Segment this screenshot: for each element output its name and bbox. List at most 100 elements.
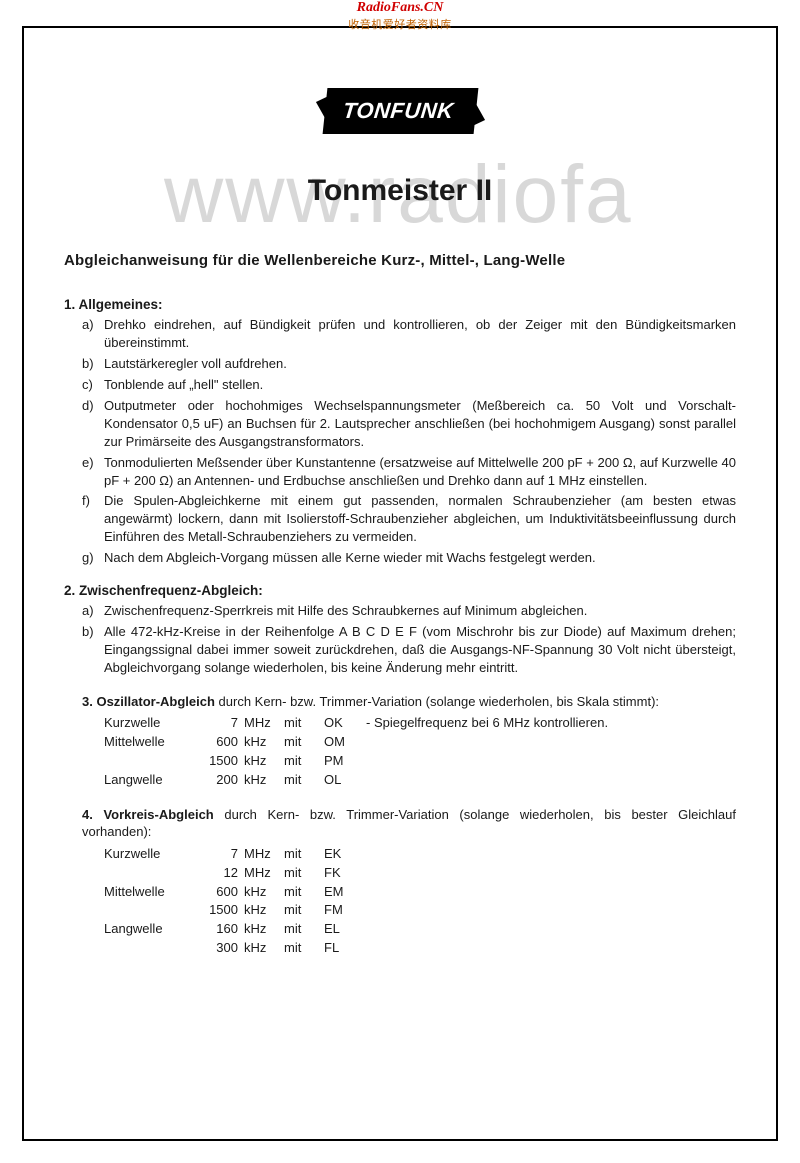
- section-heading: 2. Zwischenfrequenz-Abgleich:: [64, 583, 736, 598]
- list-item: c)Tonblende auf „hell" stellen.: [82, 376, 736, 394]
- list-item: g)Nach dem Abgleich-Vorgang müssen alle …: [82, 549, 736, 567]
- page-frame: www.radiofa TONFUNK Tonmeister II Abglei…: [22, 26, 778, 1141]
- note-cell: [366, 752, 736, 771]
- mit-cell: mit: [284, 845, 324, 864]
- list-item-label: c): [82, 376, 104, 394]
- mit-cell: mit: [284, 733, 324, 752]
- section-allgemeines: 1. Allgemeines: a)Drehko eindrehen, auf …: [64, 297, 736, 567]
- note-cell: [366, 771, 736, 790]
- list-item-label: d): [82, 397, 104, 451]
- table-row: 1500kHzmitFM: [104, 901, 736, 920]
- list-item-text: Nach dem Abgleich-Vorgang müssen alle Ke…: [104, 549, 736, 567]
- table-row: 1500kHzmitPM: [104, 752, 736, 771]
- list-item-label: e): [82, 454, 104, 490]
- list-item-label: g): [82, 549, 104, 567]
- mit-cell: mit: [284, 939, 324, 958]
- freq-cell: 600: [196, 883, 244, 902]
- code-cell: FM: [324, 901, 366, 920]
- table-row: Mittelwelle600kHzmitEM: [104, 883, 736, 902]
- mit-cell: mit: [284, 920, 324, 939]
- table-row: Kurzwelle7MHzmitOK- Spiegelfrequenz bei …: [104, 714, 736, 733]
- section-heading-rest: durch Kern- bzw. Trimmer-Variation (sola…: [215, 694, 659, 709]
- section-vorkreis-abgleich: 4. Vorkreis-Abgleich durch Kern- bzw. Tr…: [64, 806, 736, 958]
- band-cell: Langwelle: [104, 920, 196, 939]
- code-cell: PM: [324, 752, 366, 771]
- list-item: a)Zwischenfrequenz-Sperrkreis mit Hilfe …: [82, 602, 736, 620]
- list-item-label: a): [82, 602, 104, 620]
- freq-cell: 300: [196, 939, 244, 958]
- table-row: Kurzwelle7MHzmitEK: [104, 845, 736, 864]
- site-header: RadioFans.CN 收音机爱好者资料库: [0, 0, 800, 32]
- list-item-text: Lautstärkeregler voll aufdrehen.: [104, 355, 736, 373]
- list-item-text: Tonblende auf „hell" stellen.: [104, 376, 736, 394]
- table-row: Langwelle200kHzmitOL: [104, 771, 736, 790]
- unit-cell: kHz: [244, 883, 284, 902]
- unit-cell: kHz: [244, 752, 284, 771]
- document-title: Tonmeister II: [64, 174, 736, 208]
- unit-cell: MHz: [244, 714, 284, 733]
- mit-cell: mit: [284, 864, 324, 883]
- list-item-label: b): [82, 623, 104, 677]
- code-cell: EK: [324, 845, 366, 864]
- freq-cell: 1500: [196, 901, 244, 920]
- table-row: Mittelwelle600kHzmitOM: [104, 733, 736, 752]
- band-cell: [104, 752, 196, 771]
- freq-cell: 7: [196, 845, 244, 864]
- table-row: Langwelle160kHzmitEL: [104, 920, 736, 939]
- unit-cell: MHz: [244, 845, 284, 864]
- list-item: b)Alle 472-kHz-Kreise in der Reihenfolge…: [82, 623, 736, 677]
- freq-cell: 200: [196, 771, 244, 790]
- code-cell: FK: [324, 864, 366, 883]
- unit-cell: kHz: [244, 733, 284, 752]
- band-cell: Mittelwelle: [104, 733, 196, 752]
- site-name: RadioFans.CN: [0, 0, 800, 16]
- section-oszillator-abgleich: 3. Oszillator-Abgleich durch Kern- bzw. …: [64, 693, 736, 790]
- mit-cell: mit: [284, 752, 324, 771]
- mit-cell: mit: [284, 883, 324, 902]
- list-item-label: a): [82, 316, 104, 352]
- note-cell: - Spiegelfrequenz bei 6 MHz kontrolliere…: [366, 714, 736, 733]
- list-item-text: Zwischenfrequenz-Sperrkreis mit Hilfe de…: [104, 602, 736, 620]
- list-item-text: Die Spulen-Abgleichkerne mit einem gut p…: [104, 492, 736, 546]
- list-item-text: Alle 472-kHz-Kreise in der Reihenfolge A…: [104, 623, 736, 677]
- list-item: a)Drehko eindrehen, auf Bündigkeit prüfe…: [82, 316, 736, 352]
- band-cell: Kurzwelle: [104, 845, 196, 864]
- unit-cell: kHz: [244, 901, 284, 920]
- list-item-text: Outputmeter oder hochohmiges Wechselspan…: [104, 397, 736, 451]
- section-heading: 1. Allgemeines:: [64, 297, 736, 312]
- freq-cell: 7: [196, 714, 244, 733]
- list-item: f)Die Spulen-Abgleichkerne mit einem gut…: [82, 492, 736, 546]
- list-item-text: Tonmodulierten Meßsender über Kunstanten…: [104, 454, 736, 490]
- list-item: b)Lautstärkeregler voll aufdrehen.: [82, 355, 736, 373]
- band-cell: Kurzwelle: [104, 714, 196, 733]
- unit-cell: kHz: [244, 771, 284, 790]
- brand-logo: TONFUNK: [322, 88, 477, 134]
- code-cell: OL: [324, 771, 366, 790]
- freq-cell: 160: [196, 920, 244, 939]
- code-cell: EM: [324, 883, 366, 902]
- unit-cell: kHz: [244, 920, 284, 939]
- freq-cell: 12: [196, 864, 244, 883]
- mit-cell: mit: [284, 901, 324, 920]
- band-cell: [104, 939, 196, 958]
- table-row: 300kHzmitFL: [104, 939, 736, 958]
- list-item: d)Outputmeter oder hochohmiges Wechselsp…: [82, 397, 736, 451]
- document-subtitle: Abgleichanweisung für die Wellenbereiche…: [64, 252, 736, 269]
- list-item-text: Drehko eindrehen, auf Bündigkeit prüfen …: [104, 316, 736, 352]
- freq-cell: 600: [196, 733, 244, 752]
- list-item-label: b): [82, 355, 104, 373]
- site-tagline: 收音机爱好者资料库: [0, 16, 800, 32]
- band-cell: Langwelle: [104, 771, 196, 790]
- unit-cell: MHz: [244, 864, 284, 883]
- section-intro: 4. Vorkreis-Abgleich durch Kern- bzw. Tr…: [82, 806, 736, 841]
- freq-cell: 1500: [196, 752, 244, 771]
- band-cell: [104, 901, 196, 920]
- mit-cell: mit: [284, 771, 324, 790]
- section-zf-abgleich: 2. Zwischenfrequenz-Abgleich: a)Zwischen…: [64, 583, 736, 677]
- list-item: e)Tonmodulierten Meßsender über Kunstant…: [82, 454, 736, 490]
- list-item-label: f): [82, 492, 104, 546]
- code-cell: OM: [324, 733, 366, 752]
- note-cell: [366, 733, 736, 752]
- logo-container: TONFUNK: [64, 88, 736, 134]
- section-heading-bold: 4. Vorkreis-Abgleich: [82, 807, 214, 822]
